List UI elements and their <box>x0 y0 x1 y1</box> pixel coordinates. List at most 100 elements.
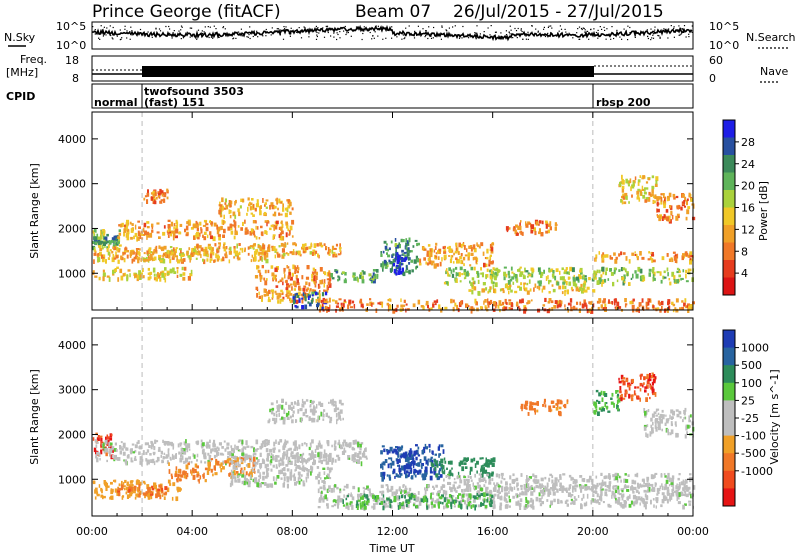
data-cell-15 <box>526 282 529 286</box>
data-cell-9 <box>494 305 497 309</box>
noise-search-dot <box>430 35 432 37</box>
data-cell-6 <box>259 463 263 468</box>
data-cell-10 <box>359 272 363 275</box>
data-cell-17 <box>652 259 656 263</box>
data-cell-7 <box>311 273 314 279</box>
data-cell-11 <box>491 471 494 475</box>
data-cell-18 <box>654 194 657 200</box>
data-cell-7 <box>263 277 266 281</box>
data-cell-6 <box>241 470 245 473</box>
data-cell-8 <box>677 486 680 492</box>
noise-search-dot <box>619 36 621 38</box>
data-cell-4 <box>192 474 196 480</box>
data-cell-1 <box>183 450 187 455</box>
cpid-label: CPID <box>6 90 35 103</box>
freq-block-twofsound <box>142 66 594 77</box>
data-cell-9 <box>624 303 627 308</box>
data-cell-4 <box>205 226 209 232</box>
data-cell-5 <box>148 257 151 261</box>
data-cell-20 <box>277 207 279 211</box>
data-cell-1 <box>237 460 240 465</box>
data-cell-14 <box>626 273 629 277</box>
noise-search-dot <box>176 35 178 37</box>
data-cell-6 <box>274 458 278 462</box>
data-cell-14 <box>659 271 662 276</box>
data-cell-1 <box>192 453 195 457</box>
data-cell-8 <box>316 304 319 308</box>
data-cell-12 <box>453 478 456 481</box>
data-cell-12 <box>651 476 654 480</box>
data-cell-1 <box>348 457 351 460</box>
data-cell-4 <box>217 234 221 237</box>
noise-search-dot <box>410 33 412 36</box>
data-cell-4 <box>210 221 213 225</box>
data-cell-7 <box>292 414 294 418</box>
data-cell-1 <box>117 241 120 244</box>
data-cell-11 <box>463 462 467 465</box>
data-cell-1 <box>153 461 156 466</box>
noise-search-dot <box>369 31 371 34</box>
data-cell-18 <box>648 191 651 196</box>
data-cell-8 <box>688 500 692 503</box>
data-cell-14 <box>497 269 500 273</box>
data-cell-8 <box>498 491 501 494</box>
data-cell-5 <box>261 256 263 262</box>
data-cell-6 <box>286 453 289 458</box>
data-cell-3 <box>126 274 129 279</box>
data-cell-9 <box>386 474 389 477</box>
data-cell-17 <box>666 253 669 257</box>
data-cell-4 <box>185 464 189 470</box>
data-cell-16 <box>514 229 517 235</box>
data-cell-6 <box>306 472 310 477</box>
data-cell-15 <box>493 288 495 293</box>
data-cell-6 <box>304 458 306 463</box>
data-cell-4 <box>278 226 282 230</box>
data-cell-8 <box>627 495 630 499</box>
noise-search-dot <box>301 31 303 33</box>
data-cell-12 <box>643 480 645 484</box>
data-cell-3 <box>169 268 173 274</box>
data-cell-14 <box>448 274 451 277</box>
data-cell-1 <box>162 460 164 463</box>
data-cell-4 <box>194 470 197 473</box>
data-cell-14 <box>493 275 497 281</box>
data-cell-9 <box>668 305 671 311</box>
data-cell-12 <box>538 483 541 488</box>
data-cell-8 <box>580 504 583 510</box>
data-cell-1 <box>272 449 276 453</box>
data-cell-14 <box>489 269 492 273</box>
data-cell-9 <box>546 309 550 314</box>
data-cell-6 <box>305 246 309 251</box>
data-cell-6 <box>270 453 273 455</box>
data-cell-1 <box>115 237 118 242</box>
data-cell-8 <box>322 500 325 503</box>
noise-search-dot <box>252 35 254 38</box>
noise-search-dot <box>580 27 583 30</box>
noise-search-dot <box>434 35 436 37</box>
data-cell-3 <box>133 485 137 489</box>
data-cell-4 <box>126 229 130 235</box>
noise-search-dot <box>322 27 324 29</box>
data-cell-2 <box>99 248 103 251</box>
data-cell-4 <box>220 226 222 231</box>
data-cell-8 <box>473 485 477 490</box>
data-cell-5 <box>172 247 175 252</box>
noise-search-dot <box>445 29 447 31</box>
data-cell-14 <box>448 267 451 271</box>
data-cell-1 <box>349 442 352 447</box>
data-cell-3 <box>134 487 137 491</box>
data-cell-4 <box>212 236 216 242</box>
data-cell-13 <box>489 255 492 260</box>
data-cell-9 <box>398 447 401 452</box>
data-cell-13 <box>458 242 461 248</box>
data-cell-10 <box>376 273 379 279</box>
data-cell-8 <box>339 488 342 492</box>
data-cell-12 <box>520 473 523 477</box>
data-cell-4 <box>126 225 128 230</box>
noise-search-dot <box>356 28 359 30</box>
data-cell-9 <box>452 307 455 312</box>
data-cell-1 <box>347 455 351 460</box>
data-cell-21 <box>150 192 154 195</box>
data-cell-5 <box>253 256 257 262</box>
noise-search-dot <box>544 35 547 38</box>
